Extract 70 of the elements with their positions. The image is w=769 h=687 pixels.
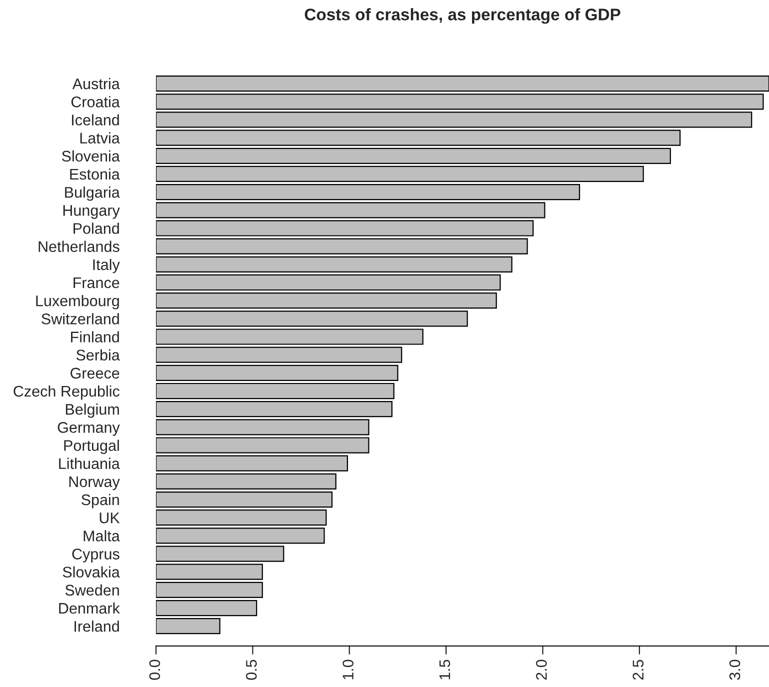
y-tick-label: Bulgaria — [65, 186, 120, 201]
y-tick-label: Iceland — [72, 114, 119, 126]
y-tick-label: Italy — [93, 258, 120, 274]
y-tick-label: Norway — [69, 476, 120, 490]
x-tick-label: 1.0 — [342, 660, 354, 680]
bar — [156, 346, 402, 363]
bar — [156, 564, 263, 580]
y-tick-label: Germany — [58, 422, 120, 436]
y-tick-label: Switzerland — [42, 313, 119, 324]
x-tick-label: 2.5 — [632, 660, 644, 680]
y-tick-label: Denmark — [59, 602, 120, 614]
bar — [156, 310, 468, 327]
bar — [156, 76, 769, 92]
bar — [156, 528, 325, 544]
bar — [156, 364, 398, 381]
y-tick-label: France — [74, 278, 120, 288]
y-tick-label: Ireland — [74, 620, 119, 632]
y-tick-label: Sweden — [65, 584, 119, 596]
bar — [156, 473, 336, 490]
x-tick-label: 3.0 — [729, 660, 740, 680]
bar — [156, 148, 671, 164]
bar — [156, 130, 681, 146]
bar — [156, 491, 333, 508]
y-tick-label: Serbia — [76, 349, 120, 361]
bar — [156, 382, 394, 400]
bar — [156, 618, 220, 634]
x-tick-label: 1.5 — [440, 660, 450, 680]
y-tick-label: Croatia — [71, 96, 120, 108]
bar — [156, 256, 512, 272]
y-tick-label: Greece — [70, 368, 120, 379]
x-tick-label: 0.5 — [246, 660, 257, 680]
y-tick-label: Estonia — [70, 168, 120, 180]
y-tick-label: Slovenia — [62, 150, 120, 162]
chart-title: Costs of crashes, as percentage of GDP — [304, 8, 620, 24]
y-tick-label: Lithuania — [59, 458, 120, 470]
y-tick-label: Hungary — [63, 205, 120, 219]
bar — [156, 582, 263, 598]
bar — [156, 202, 546, 218]
y-tick-label: Netherlands — [38, 240, 120, 252]
y-tick-label: Cyprus — [72, 548, 120, 562]
bar — [156, 274, 501, 291]
y-tick-label: Finland — [71, 331, 119, 342]
bar — [156, 419, 370, 436]
bar — [156, 455, 348, 472]
y-tick-label: Portugal — [64, 440, 119, 454]
bar — [156, 94, 764, 110]
y-tick-label: Latvia — [80, 132, 120, 144]
bar — [156, 510, 327, 526]
y-tick-label: UK — [100, 512, 120, 524]
y-tick-label: Austria — [72, 78, 120, 90]
bar — [156, 166, 644, 182]
bar — [156, 292, 497, 309]
bar — [156, 328, 424, 345]
y-tick-label: Czech Republic — [14, 385, 120, 400]
bar — [156, 401, 392, 418]
bar — [156, 437, 370, 454]
y-tick-label: Slovakia — [62, 566, 120, 578]
bar — [156, 184, 580, 200]
bar — [156, 238, 528, 254]
y-tick-label: Belgium — [66, 404, 119, 418]
x-tick-label: 2.0 — [536, 660, 547, 680]
bar — [156, 112, 752, 128]
y-tick-label: Poland — [74, 222, 119, 234]
bar — [156, 220, 534, 236]
bar — [156, 600, 258, 616]
y-tick-label: Malta — [84, 530, 120, 542]
bar — [156, 546, 284, 562]
x-tick-label: 0.0 — [149, 660, 160, 680]
y-tick-label: Spain — [82, 494, 119, 508]
y-tick-label: Luxembourg — [36, 295, 119, 310]
